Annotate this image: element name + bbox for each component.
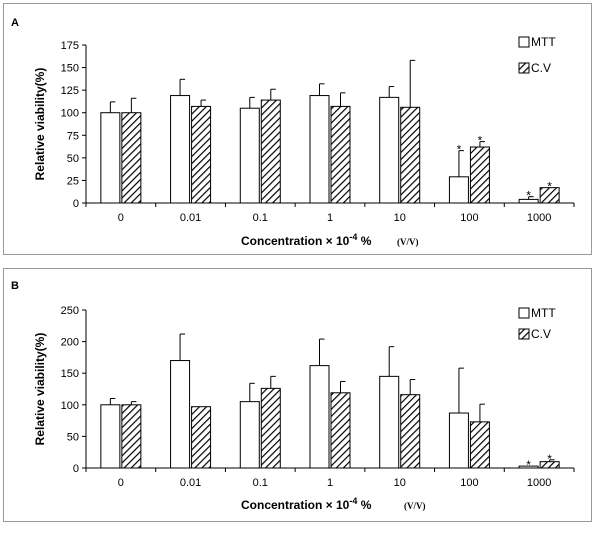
bar-mtt-1 <box>309 95 330 204</box>
x-axis-title-exponent: -4 <box>349 496 357 506</box>
bar-cv-1000 <box>539 187 560 204</box>
panel-label: A <box>11 17 19 29</box>
bar-cv-0 <box>121 404 142 469</box>
x-tick-label: 0 <box>118 212 124 224</box>
x-tick-label: 0 <box>118 477 124 489</box>
x-axis-title-exponent: -4 <box>349 232 357 242</box>
significance-star: * <box>457 143 462 157</box>
bar-mtt-0 <box>100 112 121 204</box>
bar-cv-0.01 <box>191 406 212 469</box>
bar-mtt-0.1 <box>239 107 260 204</box>
x-tick-label: 1000 <box>527 212 551 224</box>
y-tick-label: 200 <box>61 337 79 349</box>
legend-label-cv: C.V <box>531 327 551 341</box>
bar-mtt-100 <box>448 412 469 469</box>
x-tick-label: 100 <box>460 212 478 224</box>
x-axis-title-suffix: % <box>357 234 371 248</box>
bar-mtt-0.1 <box>239 401 260 469</box>
bar-cv-10 <box>400 394 421 469</box>
bar-cv-1 <box>330 105 351 204</box>
x-tick-label: 1 <box>327 477 333 489</box>
y-tick-label: 150 <box>61 368 79 380</box>
y-tick-label: 100 <box>61 108 79 120</box>
bar-mtt-10 <box>379 96 400 204</box>
x-tick-label: 100 <box>460 477 478 489</box>
bar-cv-100 <box>469 421 490 469</box>
x-axis-title-main: Concentration × 10 <box>241 498 350 512</box>
y-tick-label: 175 <box>61 40 79 52</box>
legend-swatch-mtt <box>518 307 530 319</box>
y-axis-title: Relative viability(%) <box>33 333 47 446</box>
y-tick-label: 50 <box>67 431 79 443</box>
bar-mtt-0 <box>100 404 121 469</box>
y-tick-label: 250 <box>61 305 79 317</box>
y-tick-label: 50 <box>67 153 79 165</box>
y-axis-title: Relative viability(%) <box>33 68 47 181</box>
y-tick-label: 150 <box>61 63 79 75</box>
significance-star: * <box>526 458 531 472</box>
bar-cv-0.1 <box>260 387 281 469</box>
legend-swatch-mtt <box>518 36 530 48</box>
significance-star: * <box>526 189 531 203</box>
bar-mtt-1 <box>309 365 330 469</box>
x-axis-title-main: Concentration × 10 <box>241 234 350 248</box>
significance-star: * <box>547 180 552 194</box>
x-tick-label: 10 <box>394 477 406 489</box>
x-axis-title: Concentration × 10-4 % <box>241 496 372 512</box>
x-axis-unit: (V/V) <box>404 501 426 511</box>
y-tick-label: 75 <box>67 130 79 142</box>
x-tick-label: 0.1 <box>253 477 268 489</box>
y-tick-label: 25 <box>67 175 79 187</box>
legend-swatch-cv <box>518 62 530 74</box>
x-axis-title-suffix: % <box>357 498 371 512</box>
legend-label-mtt: MTT <box>531 35 556 49</box>
bar-cv-10 <box>400 106 421 204</box>
bar-mtt-0.01 <box>170 95 191 204</box>
x-tick-label: 10 <box>394 212 406 224</box>
chart-b-svg: B 0 50 100 150 200 250 0 0.01 0.1 1 10 100 1000 * * Rela… <box>11 280 575 512</box>
y-tick-label: 0 <box>73 198 79 210</box>
significance-star: * <box>547 452 552 466</box>
bar-cv-1 <box>330 392 351 469</box>
x-axis-title: Concentration × 10-4 % <box>241 232 372 248</box>
chart-panel-b: B 0 50 100 150 200 250 0 0.01 0.1 1 10 100 1000 * * Rela… <box>3 268 592 522</box>
panel-label: B <box>11 280 19 292</box>
x-tick-label: 1000 <box>527 477 551 489</box>
x-axis-unit: (V/V) <box>397 237 419 247</box>
x-tick-label: 0.01 <box>180 212 201 224</box>
y-tick-label: 0 <box>73 463 79 475</box>
y-tick-label: 125 <box>61 85 79 97</box>
x-tick-label: 0.1 <box>253 212 268 224</box>
bar-mtt-10 <box>379 375 400 469</box>
chart-panel-a: A 0 25 50 75 100 125 150 175 0 0.01 0.1 1 10 100 * * 1000… <box>3 3 592 255</box>
bar-mtt-100 <box>448 176 469 204</box>
legend-swatch-cv <box>518 328 530 340</box>
bar-cv-0.01 <box>191 105 212 204</box>
legend-label-cv: C.V <box>531 61 551 75</box>
x-tick-label: 0.01 <box>180 477 201 489</box>
bar-cv-0.1 <box>260 99 281 204</box>
chart-a-svg: A 0 25 50 75 100 125 150 175 0 0.01 0.1 1 10 100 * * 1000… <box>11 17 575 248</box>
bar-cv-0 <box>121 112 142 204</box>
x-tick-label: 1 <box>327 212 333 224</box>
significance-star: * <box>478 134 483 148</box>
bar-mtt-1000 <box>518 465 539 469</box>
y-tick-label: 100 <box>61 400 79 412</box>
bar-mtt-0.01 <box>170 360 191 469</box>
bar-cv-100 <box>469 146 490 204</box>
legend-label-mtt: MTT <box>531 306 556 320</box>
